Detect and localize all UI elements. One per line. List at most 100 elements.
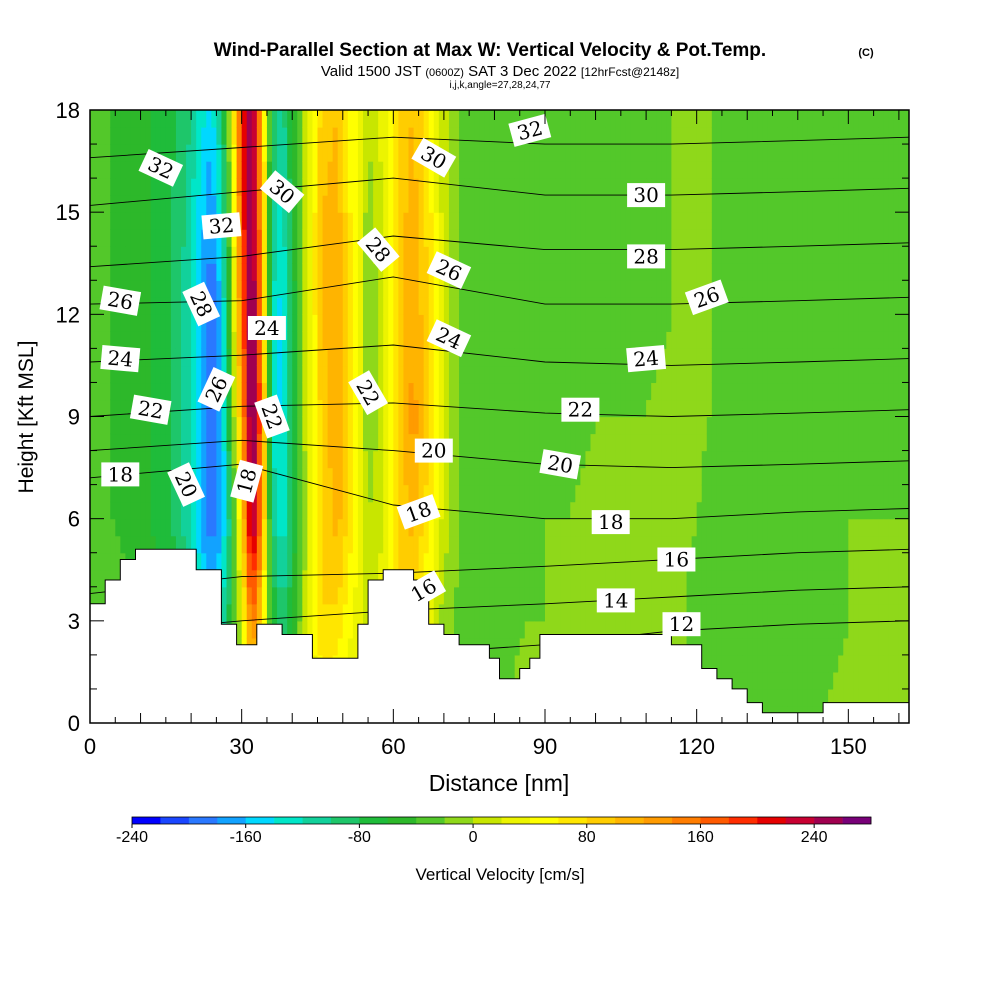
w-cell (504, 399, 511, 418)
w-cell (504, 518, 511, 537)
w-cell (595, 212, 602, 230)
w-cell (539, 178, 546, 196)
w-cell (550, 110, 556, 128)
w-cell (302, 331, 308, 349)
w-cell (630, 603, 637, 622)
w-cell (287, 484, 293, 503)
w-cell (398, 212, 405, 230)
w-cell (206, 127, 212, 145)
w-cell (201, 484, 207, 503)
w-cell (519, 297, 526, 315)
w-cell (165, 501, 172, 520)
w-cell (251, 212, 258, 230)
w-cell (266, 467, 273, 486)
w-cell (494, 620, 501, 639)
w-cell (211, 501, 217, 520)
w-cell (347, 348, 354, 367)
w-cell (292, 110, 298, 128)
w-cell (342, 331, 349, 349)
w-cell (423, 195, 430, 213)
w-cell (378, 484, 384, 503)
w-cell (90, 433, 96, 452)
w-cell (742, 586, 748, 605)
w-cell (732, 110, 738, 128)
w-cell (256, 603, 263, 622)
w-cell (691, 331, 698, 349)
w-cell (676, 416, 683, 435)
w-cell (479, 195, 485, 213)
subtitle-valid: Valid 1500 JST (321, 63, 421, 80)
w-cell (201, 178, 207, 196)
w-cell (716, 229, 723, 247)
w-cell (787, 433, 794, 452)
w-cell (772, 620, 779, 639)
w-cell (605, 297, 612, 315)
w-cell (494, 450, 501, 469)
w-cell (727, 246, 733, 264)
w-cell (398, 263, 405, 281)
w-cell (297, 263, 303, 281)
w-cell (479, 603, 485, 622)
w-cell (504, 382, 511, 401)
w-cell (100, 535, 106, 554)
w-cell (575, 178, 581, 196)
w-cell (494, 331, 501, 349)
w-cell (373, 110, 379, 128)
w-cell (95, 552, 101, 571)
w-cell (297, 331, 303, 349)
w-cell (454, 586, 460, 605)
w-cell (787, 501, 794, 520)
w-cell (585, 467, 592, 486)
w-cell (534, 433, 541, 452)
w-cell (630, 127, 637, 145)
w-cell (524, 467, 531, 486)
w-cell (292, 603, 298, 622)
w-cell (196, 110, 202, 128)
w-cell (499, 450, 506, 469)
w-cell (560, 365, 566, 384)
w-cell (186, 212, 192, 230)
w-cell (206, 552, 212, 571)
w-cell (201, 246, 207, 264)
w-cell (454, 110, 460, 128)
w-cell (423, 484, 430, 503)
w-cell (408, 212, 415, 230)
w-cell (747, 501, 753, 520)
w-cell (236, 365, 243, 384)
w-cell (433, 178, 440, 196)
w-cell (186, 518, 192, 537)
w-cell (120, 501, 126, 520)
w-cell (706, 484, 713, 503)
w-cell (550, 280, 556, 298)
w-cell (519, 467, 526, 486)
w-cell (332, 416, 339, 435)
w-cell (241, 314, 248, 332)
w-cell (287, 263, 293, 281)
w-cell (181, 195, 187, 213)
w-cell (322, 501, 329, 520)
w-cell (727, 348, 733, 367)
w-cell (610, 246, 617, 264)
w-cell (383, 314, 389, 332)
w-cell (327, 195, 334, 213)
w-cell (135, 212, 142, 230)
w-cell (307, 569, 314, 588)
w-cell (636, 467, 642, 486)
w-cell (357, 246, 364, 264)
w-cell (560, 263, 566, 281)
w-cell (499, 212, 506, 230)
w-cell (181, 212, 187, 230)
w-cell (595, 297, 602, 315)
w-cell (706, 331, 713, 349)
w-cell (777, 484, 784, 503)
w-cell (191, 144, 197, 162)
w-cell (555, 467, 561, 486)
w-cell (352, 501, 359, 520)
w-cell (757, 382, 763, 401)
w-cell (727, 382, 733, 401)
w-cell (570, 246, 576, 264)
w-cell (565, 331, 571, 349)
w-cell (762, 263, 769, 281)
w-cell (332, 297, 339, 315)
w-cell (216, 433, 223, 452)
